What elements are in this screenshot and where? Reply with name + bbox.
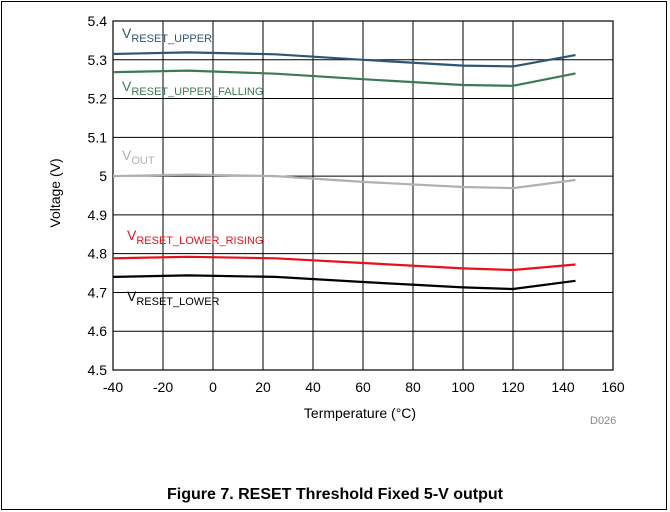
- series-line-out: [112, 173, 576, 190]
- x-tick-label: 40: [305, 379, 321, 395]
- figure-caption: Figure 7. RESET Threshold Fixed 5-V outp…: [166, 486, 504, 503]
- x-axis-label: Termperature (°C): [304, 405, 416, 421]
- series-label-out: VOUT: [122, 147, 155, 167]
- plot-border: [112, 20, 614, 371]
- series-label-reset-lower-rising: VRESET_LOWER_RISING: [127, 227, 263, 247]
- series-label-reset-upper-falling: VRESET_UPPER_FALLING: [122, 78, 263, 98]
- y-axis-label: Voltage (V): [47, 158, 63, 227]
- y-tick-label: 5.3: [88, 52, 108, 68]
- series-line-reset-upper-falling: [112, 69, 576, 87]
- y-tick-label: 4.9: [88, 207, 108, 223]
- series-line-reset-upper: [112, 51, 576, 68]
- x-tick-label: 100: [451, 379, 475, 395]
- y-tick-label: 5: [99, 168, 107, 184]
- x-tick-label: 60: [355, 379, 371, 395]
- series-labels: VRESET_UPPER VRESET_UPPER_FALLING VOUT VRES…: [122, 25, 263, 308]
- y-tick-label: 4.8: [88, 246, 108, 262]
- grid: [112, 20, 614, 371]
- x-tick-label: 140: [551, 379, 575, 395]
- series-line-reset-lower-rising: [112, 255, 576, 272]
- y-tick-label: 4.7: [88, 284, 108, 300]
- series-label-reset-upper: VRESET_UPPER: [122, 25, 212, 45]
- x-tick-label: 20: [255, 379, 271, 395]
- x-tick-label: -40: [103, 379, 123, 395]
- y-tick-label: 4.6: [88, 323, 108, 339]
- series-line-reset-lower: [112, 274, 576, 291]
- tick-labels: -40 -20 0 20 40 60 80 100 120 140 160 4.5 4.6 4.7 4.8 4…: [88, 13, 625, 395]
- y-tick-label: 5.4: [88, 13, 108, 29]
- series-lines: [112, 51, 576, 291]
- x-tick-label: 160: [601, 379, 625, 395]
- x-tick-label: -20: [153, 379, 173, 395]
- y-tick-label: 5.1: [88, 129, 108, 145]
- series-label-reset-lower: VRESET_LOWER: [127, 288, 220, 308]
- x-tick-label: 120: [501, 379, 525, 395]
- y-tick-label: 5.2: [88, 91, 108, 107]
- x-tick-label: 80: [405, 379, 421, 395]
- y-tick-label: 4.5: [88, 362, 108, 378]
- x-tick-label: 0: [209, 379, 217, 395]
- figure-code: D026: [590, 415, 617, 427]
